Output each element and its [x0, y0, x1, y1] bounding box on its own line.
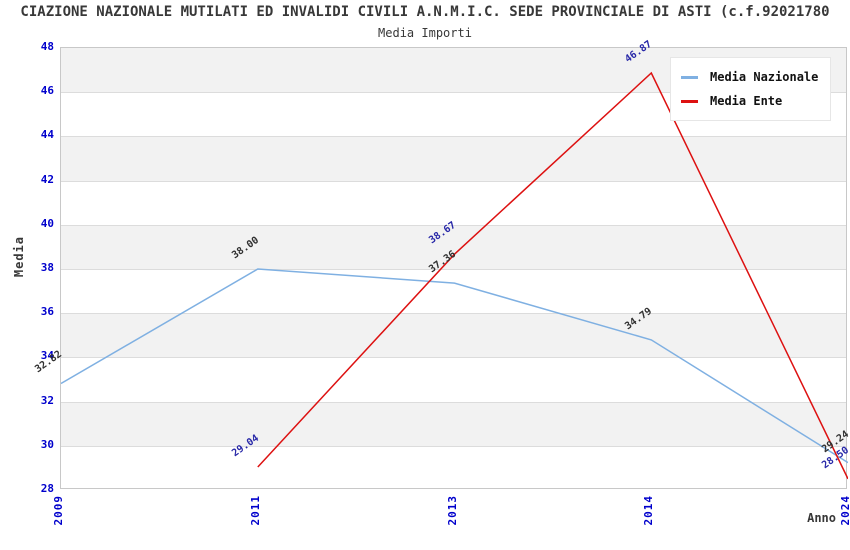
- ente-line-swatch-icon: [681, 99, 698, 103]
- x-tick-label: 2024: [839, 495, 850, 526]
- legend-label: Media Nazionale: [710, 70, 819, 84]
- gridline: [61, 269, 846, 270]
- x-tick-label: 2014: [642, 495, 656, 526]
- legend: Media Nazionale Media Ente: [670, 57, 832, 121]
- series-line-0: [61, 268, 848, 464]
- x-axis-title: Anno: [807, 511, 836, 525]
- y-tick-label: 28: [40, 482, 54, 495]
- gridline: [61, 401, 846, 403]
- y-tick-label: 44: [40, 128, 54, 142]
- y-tick-label: 42: [40, 172, 54, 186]
- gridline: [61, 136, 846, 138]
- plot-band: [61, 401, 846, 446]
- legend-label: Media Ente: [710, 94, 783, 108]
- nazionale-line-swatch-icon: [681, 75, 698, 79]
- chart-title: CIAZIONE NAZIONALE MUTILATI ED INVALIDI …: [20, 4, 830, 20]
- plot-band: [61, 313, 846, 358]
- gridline: [61, 224, 846, 226]
- gridline: [61, 445, 846, 447]
- series-lines: [61, 71, 848, 480]
- y-tick-label: 30: [40, 437, 54, 451]
- legend-item-ente: Media Ente: [681, 89, 818, 113]
- series-line-1: [257, 71, 848, 480]
- gridline: [61, 180, 846, 182]
- legend-item-nazionale: Media Nazionale: [681, 65, 818, 89]
- y-tick-label: 32: [40, 393, 54, 407]
- gridline: [61, 313, 846, 315]
- x-tick-label: 2009: [52, 495, 65, 526]
- x-tick-label: 2011: [248, 495, 262, 526]
- gridline: [61, 92, 846, 94]
- y-tick-label: 40: [40, 216, 54, 230]
- y-tick-label: 38: [40, 261, 54, 274]
- x-tick-label: 2013: [445, 495, 459, 526]
- plot-band: [61, 136, 846, 181]
- y-tick-label: 34: [40, 349, 54, 363]
- y-tick-label: 48: [40, 40, 54, 53]
- y-tick-label: 46: [40, 84, 54, 98]
- gridline: [61, 357, 846, 359]
- y-tick-label: 36: [40, 305, 54, 319]
- plot-band: [61, 224, 846, 269]
- chart-subtitle: Media Importi: [378, 26, 472, 40]
